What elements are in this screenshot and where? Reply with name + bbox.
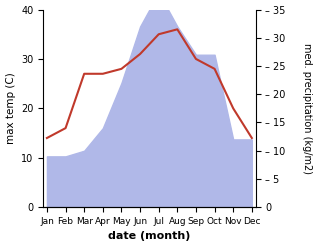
- Y-axis label: med. precipitation (kg/m2): med. precipitation (kg/m2): [302, 43, 313, 174]
- Y-axis label: max temp (C): max temp (C): [5, 72, 16, 144]
- X-axis label: date (month): date (month): [108, 231, 190, 242]
